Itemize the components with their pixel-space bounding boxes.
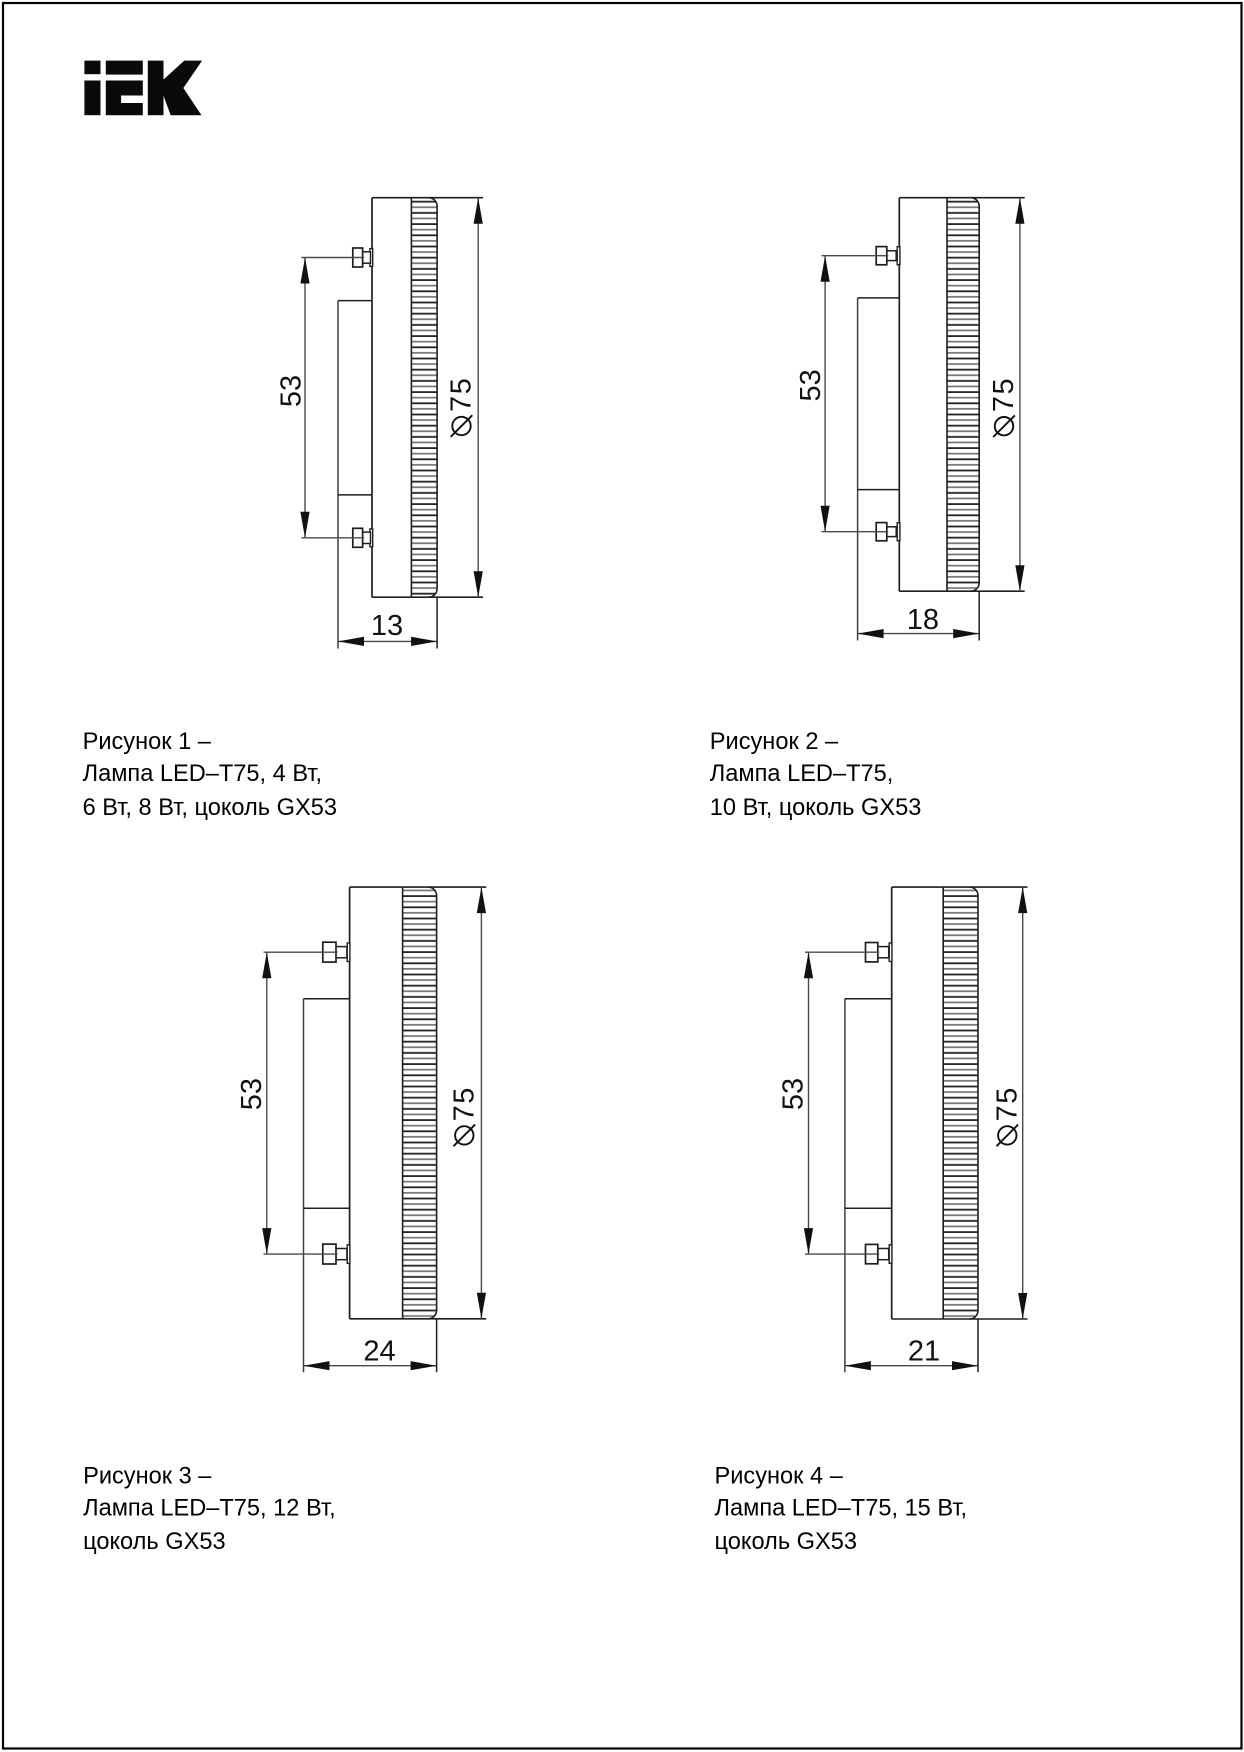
svg-text:6 Вт, 8 Вт, цоколь GX53: 6 Вт, 8 Вт, цоколь GX53 <box>83 795 337 821</box>
svg-text:53: 53 <box>276 375 308 407</box>
svg-text:Лампа LED–Т75, 12 Вт,: Лампа LED–Т75, 12 Вт, <box>83 1495 336 1521</box>
svg-text:21: 21 <box>908 1336 940 1368</box>
svg-text:Лампа LED–Т75, 15 Вт,: Лампа LED–Т75, 15 Вт, <box>715 1495 968 1521</box>
svg-text:10 Вт, цоколь GX53: 10 Вт, цоколь GX53 <box>710 795 922 821</box>
svg-text:75: 75 <box>991 1086 1023 1121</box>
svg-text:75: 75 <box>446 377 478 412</box>
svg-text:53: 53 <box>795 369 827 401</box>
svg-text:цоколь GX53: цоколь GX53 <box>83 1529 226 1555</box>
svg-text:Лампа LED–Т75,: Лампа LED–Т75, <box>710 761 894 787</box>
svg-text:75: 75 <box>988 377 1020 412</box>
svg-text:18: 18 <box>907 604 939 636</box>
svg-text:13: 13 <box>371 610 403 642</box>
svg-text:Рисунок 1 –: Рисунок 1 – <box>83 729 212 755</box>
svg-text:53: 53 <box>778 1078 810 1110</box>
svg-text:цоколь GX53: цоколь GX53 <box>715 1529 858 1555</box>
svg-text:24: 24 <box>363 1336 395 1368</box>
svg-text:53: 53 <box>236 1078 268 1110</box>
svg-text:Лампа LED–Т75, 4 Вт,: Лампа LED–Т75, 4 Вт, <box>83 761 322 787</box>
svg-text:75: 75 <box>448 1086 480 1121</box>
svg-text:Рисунок 2 –: Рисунок 2 – <box>710 729 839 755</box>
svg-text:Рисунок 3 –: Рисунок 3 – <box>83 1463 212 1489</box>
svg-text:Рисунок 4 –: Рисунок 4 – <box>715 1463 844 1489</box>
